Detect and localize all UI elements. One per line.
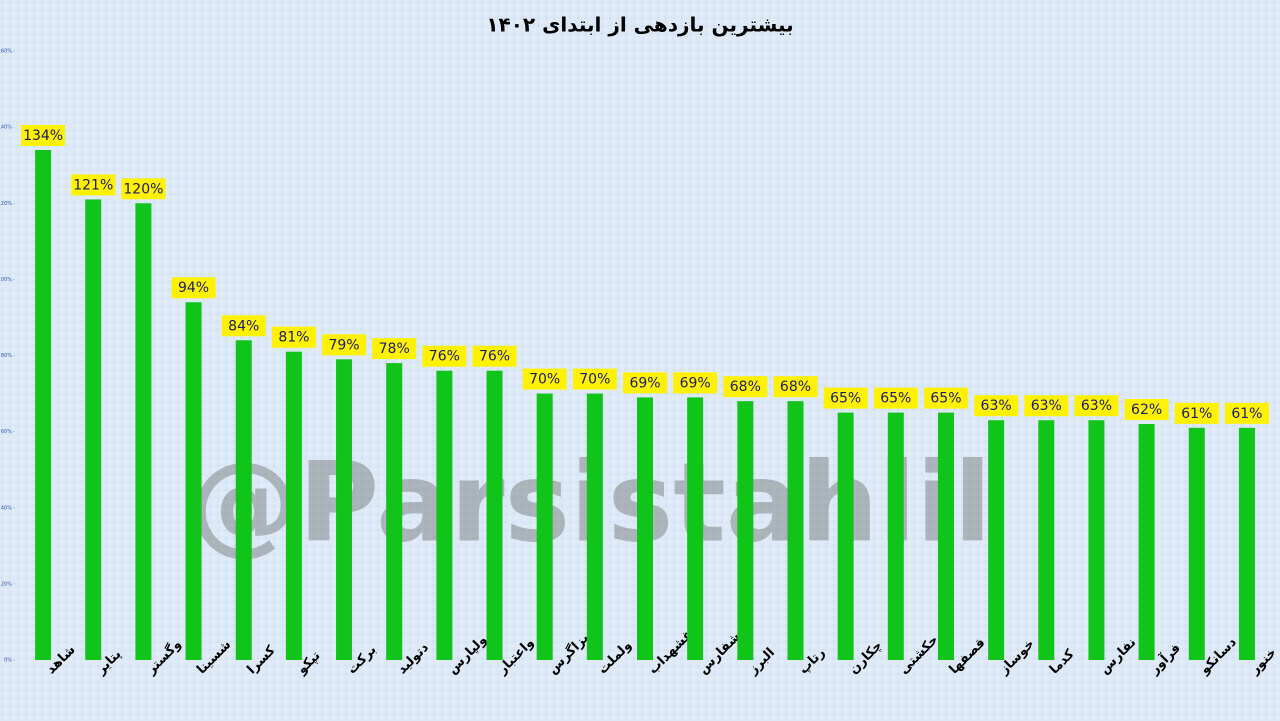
- value-label-box: [472, 345, 517, 367]
- value-label-box: [322, 334, 367, 356]
- value-label-box: [773, 376, 818, 398]
- y-tick-label: 120%: [0, 201, 12, 207]
- y-tick-label: 60%: [1, 429, 12, 435]
- bar: [1188, 427, 1205, 660]
- value-label-box: [723, 376, 768, 398]
- value-label: 120%: [123, 181, 163, 197]
- bar: [586, 393, 603, 660]
- bar: [837, 412, 854, 660]
- value-label-box: [623, 372, 667, 394]
- value-label-box: [923, 387, 968, 409]
- value-label: 63%: [1031, 398, 1062, 414]
- bar: [1238, 427, 1255, 660]
- value-label: 65%: [930, 391, 961, 407]
- bar: [637, 397, 653, 660]
- value-label: 76%: [429, 349, 460, 365]
- bar: [536, 393, 553, 660]
- bar: [436, 370, 453, 660]
- value-label: 70%: [579, 372, 610, 388]
- value-label: 69%: [629, 375, 660, 391]
- value-label: 61%: [1231, 406, 1262, 422]
- bar: [85, 199, 102, 660]
- bar: [35, 149, 52, 660]
- value-label-box: [422, 345, 467, 367]
- y-tick-label: 20%: [1, 581, 12, 587]
- value-label-box: [372, 338, 417, 360]
- y-tick-label: 40%: [1, 505, 12, 511]
- bar: [185, 302, 202, 660]
- bar: [1138, 424, 1155, 660]
- value-label-box: [271, 326, 316, 348]
- value-label-box: [171, 277, 216, 299]
- bar: [687, 397, 704, 660]
- y-tick-label: 140%: [0, 125, 12, 131]
- y-tick-label: 0%: [4, 658, 12, 664]
- bar: [336, 359, 353, 660]
- bar: [737, 401, 754, 660]
- value-label-box: [1124, 399, 1169, 421]
- bar: [135, 203, 152, 660]
- value-label: 78%: [379, 341, 410, 357]
- bar: [386, 363, 403, 660]
- value-label: 84%: [228, 318, 259, 334]
- value-label-box: [1174, 402, 1219, 424]
- value-label-box: [1024, 395, 1069, 417]
- bar: [235, 340, 252, 660]
- value-label: 134%: [23, 128, 63, 144]
- value-label: 63%: [981, 398, 1012, 414]
- value-label-box: [572, 368, 617, 390]
- bar: [1038, 420, 1055, 660]
- value-label: 61%: [1181, 406, 1212, 422]
- bar: [887, 412, 904, 660]
- value-label: 121%: [73, 177, 113, 193]
- value-label-box: [1074, 395, 1119, 417]
- value-label-box: [221, 315, 266, 337]
- y-tick-label: 160%: [0, 49, 12, 55]
- value-label: 70%: [529, 372, 560, 388]
- value-label: 65%: [830, 391, 861, 407]
- bar: [1088, 420, 1105, 660]
- value-label-box: [21, 124, 66, 146]
- value-label: 69%: [680, 375, 711, 391]
- value-label: 81%: [278, 330, 309, 346]
- y-tick-label: 100%: [0, 277, 12, 283]
- value-label: 68%: [780, 379, 811, 395]
- value-label-box: [873, 387, 918, 409]
- bar: [988, 420, 1005, 660]
- value-label: 65%: [880, 391, 911, 407]
- value-label: 68%: [730, 379, 761, 395]
- bar: [486, 370, 503, 660]
- value-label-box: [974, 395, 1019, 417]
- value-label-box: [522, 368, 567, 390]
- bar: [937, 412, 954, 660]
- value-label-box: [1224, 402, 1269, 424]
- bar: [787, 401, 804, 660]
- value-label-box: [823, 387, 868, 409]
- value-label: 63%: [1081, 398, 1112, 414]
- value-label: 94%: [178, 280, 209, 296]
- value-label: 79%: [328, 337, 359, 353]
- value-label-box: [121, 178, 166, 200]
- bar: [285, 351, 302, 660]
- y-tick-label: 80%: [1, 353, 12, 359]
- value-label-box: [673, 372, 718, 394]
- value-label: 76%: [479, 349, 510, 365]
- value-label: 62%: [1131, 402, 1162, 418]
- value-label-box: [71, 174, 116, 196]
- chart-title: بیشترین بازدهی از ابتدای ۱۴۰۲: [486, 13, 793, 37]
